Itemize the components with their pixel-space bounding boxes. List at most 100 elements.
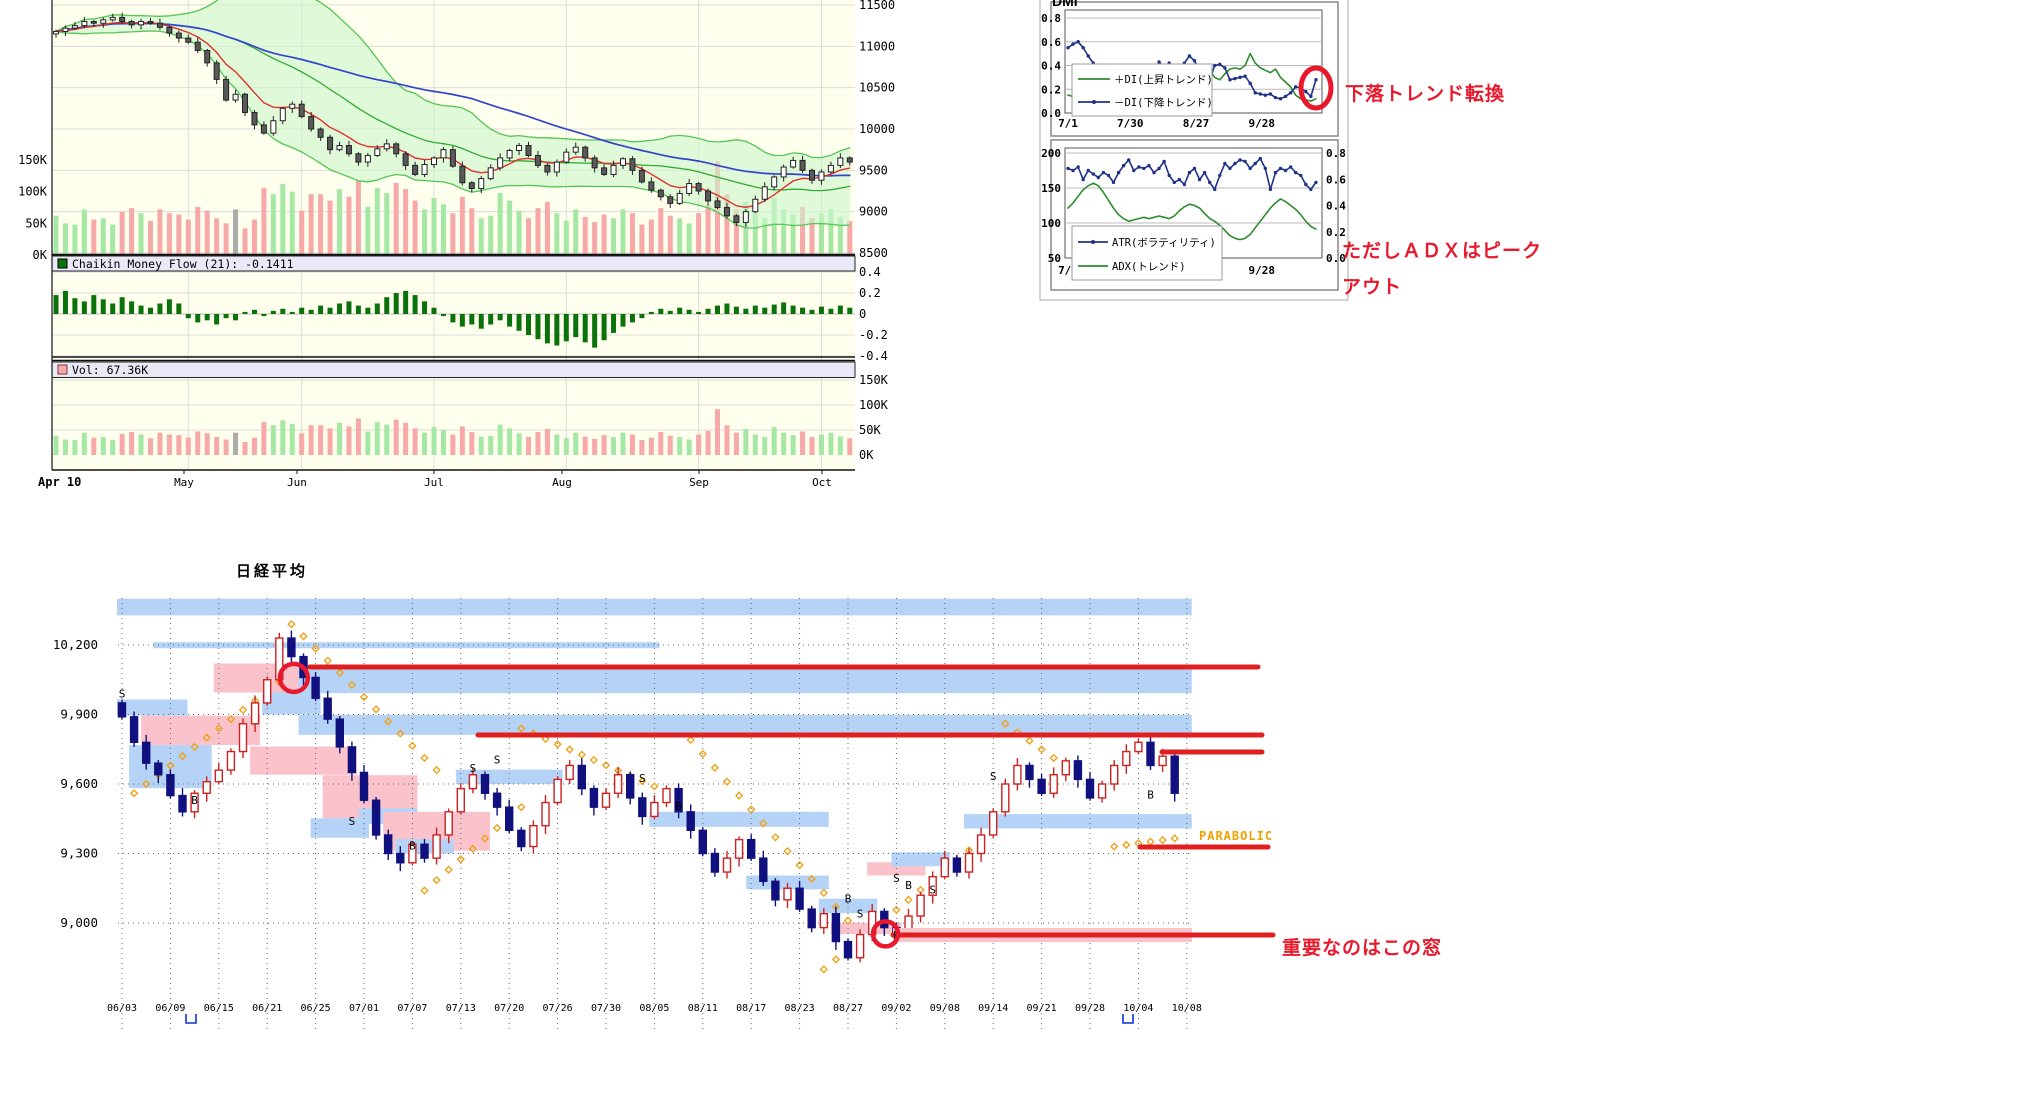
candle-body bbox=[311, 676, 320, 699]
volpanel-bar bbox=[620, 432, 626, 455]
candle-body bbox=[263, 679, 272, 704]
atr-legend-marker bbox=[1091, 240, 1095, 244]
volpanel-bar bbox=[337, 422, 342, 455]
chaikin-bar bbox=[185, 314, 191, 319]
candle-body bbox=[976, 834, 986, 855]
chaikin-bar bbox=[743, 308, 749, 314]
dmi-y-tick: 0.2 bbox=[1041, 83, 1061, 96]
minus-di-marker bbox=[1258, 92, 1262, 96]
volpanel-bar bbox=[91, 437, 97, 455]
parabolic-sar-dot bbox=[553, 740, 562, 749]
vol-left-tick-label: 150K bbox=[18, 153, 48, 167]
minus-di-marker bbox=[1309, 94, 1313, 99]
x-axis-label: Oct bbox=[812, 476, 832, 489]
chaikin-bar bbox=[403, 290, 409, 314]
chaikin-bar bbox=[280, 308, 286, 314]
candle-body bbox=[138, 21, 145, 26]
volume-bar bbox=[72, 224, 78, 255]
chaikin-legend-swatch bbox=[57, 258, 68, 269]
parabolic-sar-dot bbox=[759, 819, 768, 828]
volume-bar bbox=[573, 209, 579, 255]
parabolic-sar-dot bbox=[299, 632, 308, 641]
candle-body bbox=[698, 829, 707, 855]
candle-body bbox=[166, 774, 175, 797]
volpanel-bar bbox=[355, 418, 361, 455]
volume-bar bbox=[837, 217, 843, 255]
trade-signal-letter: B bbox=[191, 794, 198, 807]
candle-body bbox=[657, 189, 664, 198]
bottom-chart-title: 日経平均 bbox=[236, 563, 309, 580]
volume-bar bbox=[771, 198, 777, 255]
volpanel-bar bbox=[686, 439, 692, 455]
volpanel-bar bbox=[62, 439, 68, 455]
candle-body bbox=[1158, 755, 1167, 767]
candle-body bbox=[799, 159, 806, 171]
bottom-y-tick: 10,200 bbox=[53, 637, 98, 652]
chaikin-bar bbox=[686, 309, 692, 314]
volpanel-bar bbox=[157, 432, 163, 455]
candle-body bbox=[809, 169, 815, 181]
parabolic-sar-dot bbox=[420, 753, 429, 763]
atr-x-tick: 9/28 bbox=[1249, 264, 1276, 277]
trade-signal-letter: S bbox=[857, 908, 864, 921]
volume-bar bbox=[488, 215, 494, 255]
candle-body bbox=[686, 811, 695, 832]
candle-body bbox=[355, 153, 362, 163]
volpanel-bar bbox=[450, 434, 456, 455]
volpanel-bar bbox=[374, 422, 380, 455]
volume-bar bbox=[148, 220, 153, 255]
volpanel-bar bbox=[308, 425, 314, 455]
atr-marker bbox=[1299, 173, 1303, 178]
candle-body bbox=[650, 801, 659, 818]
candle-body bbox=[317, 128, 324, 138]
atr-marker bbox=[1213, 187, 1217, 192]
volpanel-bar bbox=[658, 432, 664, 455]
candle-body bbox=[487, 167, 494, 180]
price-tick-label: 10500 bbox=[859, 81, 895, 95]
minus-di-marker bbox=[1223, 66, 1227, 70]
candle-body bbox=[238, 723, 248, 753]
vol-right-tick-label: 50K bbox=[859, 423, 881, 437]
price-tick-label: 9000 bbox=[859, 205, 888, 219]
candle-body bbox=[1122, 750, 1131, 767]
candle-body bbox=[459, 165, 466, 184]
chaikin-bar bbox=[270, 310, 276, 314]
atr-marker bbox=[1283, 168, 1288, 173]
candle-body bbox=[1097, 783, 1107, 799]
chaikin-bar bbox=[346, 301, 352, 314]
red-circle-annotation bbox=[870, 919, 901, 949]
atr-marker bbox=[1162, 159, 1166, 164]
volpanel-bar bbox=[469, 432, 475, 455]
candle-body bbox=[468, 182, 475, 190]
candle-body bbox=[601, 792, 611, 808]
candle-body bbox=[553, 161, 560, 173]
chaikin-header-label: Chaikin Money Flow (21): -0.1411 bbox=[72, 257, 294, 271]
minus-di-marker bbox=[1081, 45, 1085, 50]
atr-legend-box bbox=[1071, 225, 1223, 281]
minus-di-marker bbox=[1248, 81, 1252, 86]
candle-body bbox=[837, 157, 844, 166]
minus-di-marker bbox=[1304, 89, 1308, 94]
candle-body bbox=[705, 190, 712, 202]
resistance-zone-blue bbox=[298, 714, 1192, 735]
candle-body bbox=[695, 183, 702, 192]
candle-body bbox=[819, 913, 828, 929]
parabolic-sar-dot bbox=[408, 741, 417, 750]
atr-left-tick: 100 bbox=[1041, 217, 1061, 230]
chaikin-bar bbox=[573, 314, 579, 338]
atr-marker bbox=[1207, 180, 1212, 185]
volume-bar bbox=[223, 223, 229, 255]
volpanel-bar bbox=[81, 432, 87, 455]
parabolic-sar-dot bbox=[771, 833, 780, 842]
annotation-adx-peak-line2: アウト bbox=[1342, 277, 1403, 298]
chaikin-bar bbox=[847, 307, 853, 314]
atr-marker bbox=[1192, 166, 1197, 171]
minus-di-marker bbox=[1157, 60, 1161, 64]
candle-body bbox=[478, 178, 485, 190]
chaikin-bar bbox=[62, 290, 68, 314]
candle-body bbox=[662, 787, 671, 804]
chaikin-bar bbox=[251, 309, 257, 314]
candle-body bbox=[964, 852, 974, 873]
atr-marker bbox=[1066, 166, 1070, 171]
